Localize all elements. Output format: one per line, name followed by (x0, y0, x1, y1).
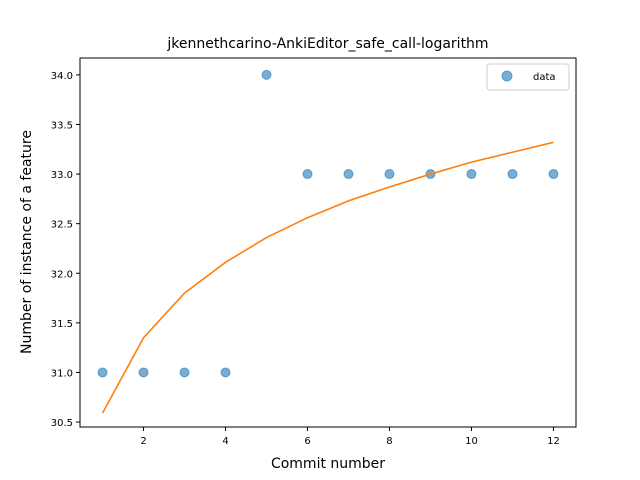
y-tick-label: 33.0 (51, 170, 73, 181)
data-point (343, 169, 354, 180)
data-point (384, 169, 395, 180)
data-point (97, 367, 108, 378)
y-tick-label: 32.5 (51, 220, 73, 231)
y-axis-label: Number of instance of a feature (19, 130, 35, 354)
y-tick-label: 34.0 (51, 71, 73, 82)
y-tick-label: 30.5 (51, 418, 73, 429)
y-tick-label: 32.0 (51, 269, 73, 280)
legend-label-data: data (533, 72, 556, 83)
data-point (261, 69, 272, 80)
fit-line (101, 141, 554, 414)
chart-title: jkennethcarino-AnkiEditor_safe_call-loga… (166, 36, 488, 52)
data-point (220, 367, 231, 378)
data-point (548, 169, 559, 180)
legend-marker-data (501, 70, 513, 82)
x-tick-label: 4 (222, 436, 228, 447)
y-tick-label: 31.0 (51, 368, 73, 379)
x-axis-label: Commit number (271, 456, 385, 472)
y-tick-label: 31.5 (51, 319, 73, 330)
x-tick-label: 10 (465, 436, 478, 447)
legend-box (486, 63, 570, 91)
y-axis: 30.5 31.0 31.5 32.0 32.5 33.0 33.5 34.0 (51, 71, 80, 429)
plot-area (97, 69, 559, 414)
data-point (507, 169, 518, 180)
legend: data (486, 63, 570, 91)
x-tick-label: 12 (547, 436, 560, 447)
x-axis: 2 4 6 8 10 12 (140, 427, 560, 447)
x-tick-label: 2 (140, 436, 146, 447)
x-tick-label: 8 (386, 436, 392, 447)
data-point (302, 169, 313, 180)
x-tick-label: 6 (304, 436, 310, 447)
plot-frame (79, 57, 577, 428)
data-point (466, 169, 477, 180)
data-point (138, 367, 149, 378)
data-point (179, 367, 190, 378)
y-tick-label: 33.5 (51, 120, 73, 131)
